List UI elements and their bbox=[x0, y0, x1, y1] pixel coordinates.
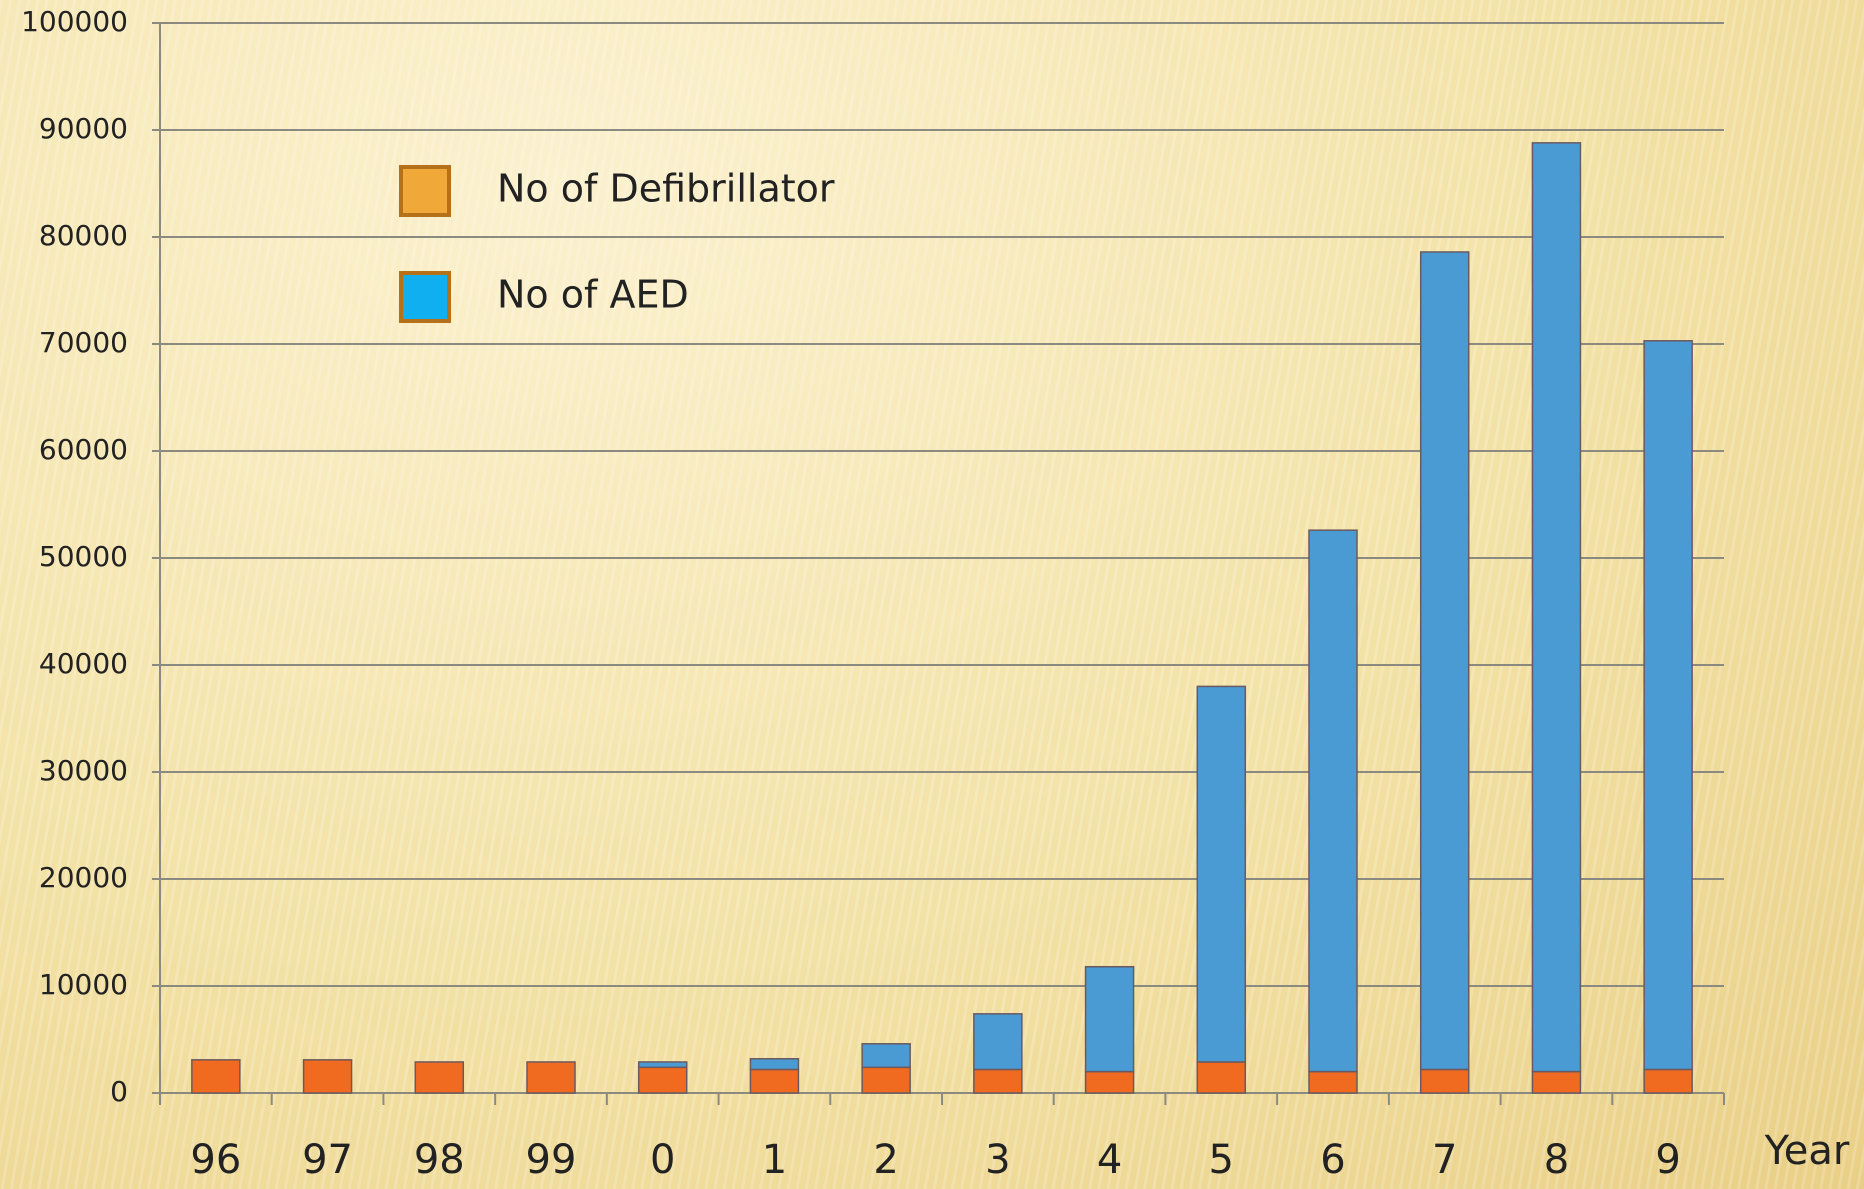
bar-segment bbox=[1308, 1070, 1358, 1094]
y-tick-label: 100000 bbox=[21, 5, 128, 38]
bar-segment bbox=[526, 1061, 576, 1094]
legend-swatch bbox=[399, 165, 451, 217]
bar-segment bbox=[1419, 251, 1470, 1071]
legend-label: No of AED bbox=[497, 273, 689, 317]
x-tick-label: 97 bbox=[302, 1137, 353, 1183]
x-tick-label: 6 bbox=[1320, 1137, 1345, 1183]
bar-segment bbox=[1531, 1070, 1582, 1094]
x-tick-label: 9 bbox=[1655, 1137, 1680, 1183]
bar-segment bbox=[1531, 142, 1582, 1073]
y-tick-label: 40000 bbox=[39, 647, 128, 680]
y-tick-label: 70000 bbox=[39, 326, 128, 359]
bar-segment bbox=[749, 1058, 800, 1071]
bar-segment bbox=[302, 1059, 353, 1094]
bar-segment bbox=[1196, 1061, 1247, 1094]
y-tick-label: 10000 bbox=[39, 968, 128, 1001]
x-axis-label: Year bbox=[1764, 1128, 1850, 1174]
bar-segment bbox=[414, 1061, 465, 1094]
x-tick-label: 5 bbox=[1209, 1137, 1234, 1183]
y-tick-label: 0 bbox=[110, 1075, 128, 1108]
y-tick-label: 20000 bbox=[39, 861, 128, 894]
bar-segment bbox=[1643, 1068, 1693, 1094]
bar-segment bbox=[1196, 685, 1247, 1063]
bar-segment bbox=[637, 1066, 688, 1094]
legend-label: No of Defibrillator bbox=[497, 167, 835, 211]
y-tick-label: 60000 bbox=[39, 433, 128, 466]
y-tick-label: 30000 bbox=[39, 754, 128, 787]
x-tick-label: 8 bbox=[1544, 1137, 1569, 1183]
bar-segment bbox=[1419, 1068, 1470, 1094]
bar-segment bbox=[973, 1013, 1023, 1071]
bar-segment bbox=[973, 1068, 1023, 1094]
bar-segment bbox=[749, 1068, 800, 1094]
x-tick-label: 3 bbox=[985, 1137, 1010, 1183]
bar-segment bbox=[637, 1061, 688, 1069]
x-tick-label: 98 bbox=[414, 1137, 465, 1183]
x-tick-label: 2 bbox=[873, 1137, 898, 1183]
x-tick-label: 96 bbox=[190, 1137, 241, 1183]
bar-segment bbox=[861, 1066, 911, 1094]
x-tick-label: 7 bbox=[1432, 1137, 1457, 1183]
bar-segment bbox=[191, 1059, 241, 1094]
bar-segment bbox=[1084, 965, 1135, 1073]
x-tick-label: 1 bbox=[762, 1137, 787, 1183]
x-tick-label: 99 bbox=[526, 1137, 577, 1183]
x-tick-label: 0 bbox=[650, 1137, 675, 1183]
bar-segment bbox=[1308, 529, 1358, 1073]
bar-segment bbox=[1643, 340, 1693, 1071]
legend-swatch bbox=[399, 271, 451, 323]
bar-segment bbox=[1084, 1070, 1135, 1094]
bar-segment bbox=[861, 1043, 911, 1069]
y-tick-label: 50000 bbox=[39, 540, 128, 573]
y-tick-label: 80000 bbox=[39, 219, 128, 252]
x-tick-label: 4 bbox=[1097, 1137, 1122, 1183]
y-tick-label: 90000 bbox=[39, 112, 128, 145]
